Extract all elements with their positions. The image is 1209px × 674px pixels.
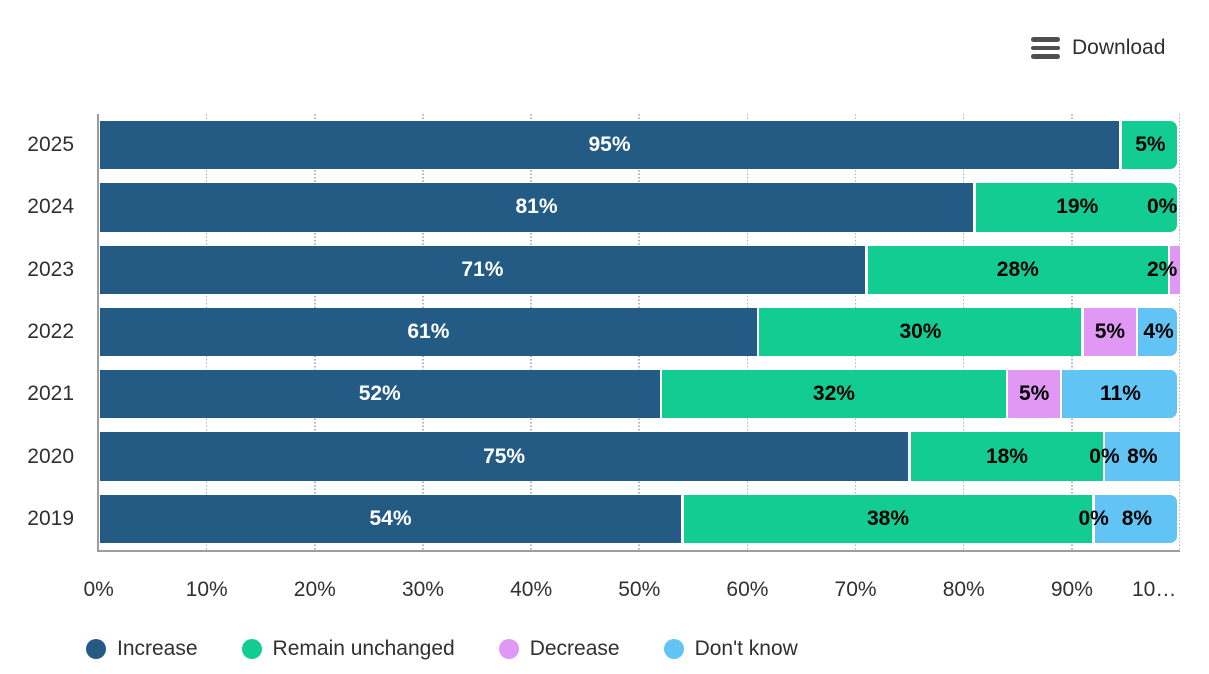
- y-axis-line: [97, 114, 99, 550]
- bar-value-label-2024-increase: 81%: [515, 195, 558, 219]
- download-button[interactable]: Download: [1029, 34, 1167, 62]
- bar-segment-2022-remain-unchanged[interactable]: [759, 307, 1082, 357]
- legend-marker-decrease: [498, 639, 519, 659]
- bar-value-label-2023-decrease: 2%: [1147, 257, 1178, 281]
- bar-value-label-2022-decrease: 5%: [1094, 320, 1126, 343]
- bar-value-label-2024-remain-unchanged: 19%: [1056, 195, 1099, 219]
- x-axis-label-60: 60%: [726, 578, 769, 601]
- bar-segment-2022-decrease[interactable]: [1083, 307, 1136, 357]
- x-axis-label-10: 10…: [1132, 578, 1177, 601]
- bar-value-label-2023-increase: 71%: [461, 257, 504, 281]
- bar-value-label-2024-decrease: 0%: [1147, 195, 1178, 219]
- legend-marker-don-t-know: [663, 639, 684, 659]
- bar-segment-2021-remain-unchanged[interactable]: [662, 370, 1006, 419]
- legend: Increase Remain unchanged Decrease Don't kn…: [86, 636, 798, 662]
- y-axis-label-2022: 2022: [27, 320, 74, 343]
- bar-segment-2023-increase[interactable]: [99, 245, 866, 294]
- y-axis-label-2024: 2024: [27, 195, 74, 219]
- bar-segment-2020-remain-unchanged[interactable]: [910, 432, 1104, 481]
- legend-label-decrease: Decrease: [529, 637, 620, 660]
- bar-value-label-2020-increase: 75%: [483, 444, 526, 468]
- legend-item-increase[interactable]: Increase: [86, 636, 198, 662]
- bar-segment-2020-don-t-know[interactable]: [1105, 432, 1180, 481]
- bar-value-label-2023-remain-unchanged: 28%: [996, 257, 1039, 281]
- hamburger-icon: [1031, 37, 1060, 59]
- bar-value-label-2020-decrease: 0%: [1089, 444, 1120, 468]
- x-axis-label-20: 20%: [293, 578, 336, 601]
- bar-value-label-2022-remain-unchanged: 30%: [899, 320, 942, 343]
- bar-value-label-2020-remain-unchanged: 18%: [985, 444, 1028, 468]
- legend-marker-increase: [86, 639, 106, 659]
- bar-segment-2019-remain-unchanged[interactable]: [683, 494, 1093, 544]
- y-axis-label-2023: 2023: [27, 257, 74, 281]
- x-axis-label-50: 50%: [618, 578, 661, 601]
- x-axis-label-70: 70%: [834, 578, 877, 601]
- bar-value-label-2025-remain-unchanged: 5%: [1135, 133, 1166, 157]
- bar-segment-2021-increase[interactable]: [99, 370, 660, 419]
- x-axis-label-30: 30%: [401, 578, 444, 601]
- bar-value-label-2020-don-t-know: 8%: [1127, 444, 1158, 468]
- bar-segment-2022-increase[interactable]: [99, 307, 757, 357]
- bar-value-label-2022-increase: 61%: [407, 320, 450, 343]
- y-axis-label-2020: 2020: [27, 444, 74, 468]
- plot-area: 95% 5% 81% 19% 0% 71% 28% 2% 61% 30% 5% 4% 52% 32% 5% 1…: [99, 114, 1180, 550]
- bar-value-label-2022-don-t-know: 4%: [1143, 320, 1174, 343]
- legend-label-remain-unchanged: Remain unchanged: [272, 637, 455, 660]
- bar-value-label-2025-increase: 95%: [588, 133, 631, 157]
- bar-segment-2019-increase[interactable]: [99, 494, 682, 544]
- bar-segment-2021-don-t-know[interactable]: [1062, 370, 1178, 419]
- legend-marker-remain-unchanged: [241, 639, 262, 659]
- bar-segment-2019-don-t-know[interactable]: [1094, 494, 1178, 544]
- bar-value-label-2019-don-t-know: 8%: [1121, 506, 1153, 530]
- bar-segment-2023-remain-unchanged[interactable]: [867, 245, 1168, 294]
- legend-label-don-t-know: Don't know: [694, 637, 798, 660]
- bar-value-label-2021-increase: 52%: [358, 382, 401, 406]
- bar-value-label-2021-don-t-know: 11%: [1100, 382, 1141, 406]
- x-axis-label-40: 40%: [510, 578, 553, 601]
- x-axis-label-80: 80%: [942, 578, 985, 601]
- bar-value-label-2019-increase: 54%: [369, 506, 412, 530]
- bar-segment-2024-remain-unchanged[interactable]: [975, 183, 1178, 232]
- bar-value-label-2019-decrease: 0%: [1078, 506, 1109, 530]
- legend-label-increase: Increase: [117, 637, 198, 660]
- gridline-100: [1179, 114, 1180, 550]
- download-label: Download: [1072, 36, 1166, 59]
- y-axis-label-2025: 2025: [27, 133, 74, 157]
- legend-item-don-t-know[interactable]: Don't know: [663, 636, 798, 662]
- x-axis-label-10: 10%: [185, 578, 228, 601]
- x-axis-line: [97, 550, 1180, 552]
- bar-segment-2024-increase[interactable]: [99, 183, 974, 232]
- bar-value-label-2021-remain-unchanged: 32%: [812, 382, 855, 406]
- bar-segment-2023-decrease[interactable]: [1170, 245, 1180, 294]
- legend-item-remain-unchanged[interactable]: Remain unchanged: [241, 636, 455, 662]
- bar-value-label-2019-remain-unchanged: 38%: [866, 506, 910, 530]
- bar-segment-2025-increase[interactable]: [99, 120, 1120, 170]
- bar-segment-2022-don-t-know[interactable]: [1137, 307, 1178, 357]
- legend-item-decrease[interactable]: Decrease: [498, 636, 620, 662]
- y-axis-label-2019: 2019: [27, 506, 74, 530]
- bar-segment-2021-decrease[interactable]: [1008, 370, 1060, 419]
- x-axis-label-90: 90%: [1050, 578, 1093, 601]
- x-axis-label-0: 0%: [83, 578, 114, 601]
- bar-segment-2020-increase[interactable]: [99, 432, 909, 481]
- bar-value-label-2021-decrease: 5%: [1018, 382, 1050, 406]
- bar-segment-2025-remain-unchanged[interactable]: [1121, 120, 1178, 170]
- y-axis-label-2021: 2021: [27, 382, 74, 406]
